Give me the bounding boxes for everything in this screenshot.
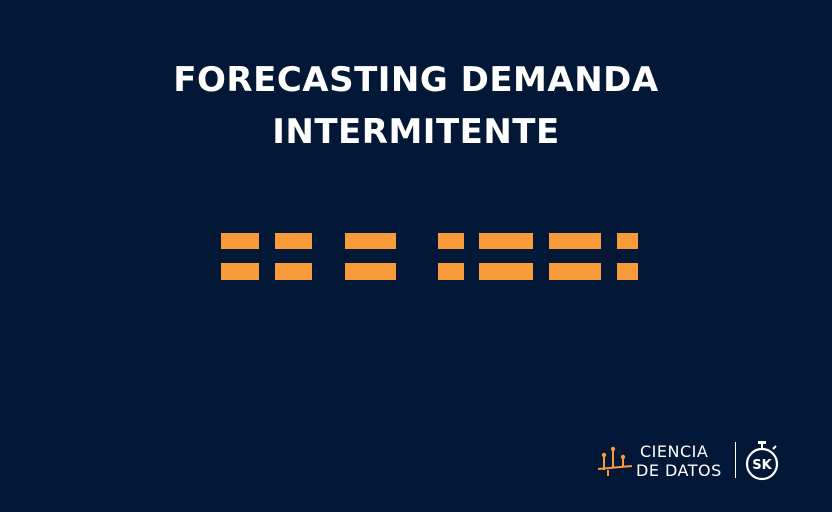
demand-block	[221, 263, 259, 280]
demand-block	[549, 263, 601, 280]
demand-block	[275, 263, 312, 280]
demand-block	[438, 263, 464, 280]
demand-block	[617, 233, 638, 249]
brand-name: CIENCIA DE DATOS	[636, 442, 722, 480]
demand-block	[617, 263, 638, 280]
chart-network-icon	[597, 446, 632, 476]
demand-block	[479, 263, 533, 280]
demand-block	[479, 233, 533, 249]
demand-block	[221, 233, 259, 249]
demand-block	[549, 233, 601, 249]
title-line-1: FORECASTING DEMANDA	[173, 60, 659, 100]
title-line-2: INTERMITENTE	[272, 112, 560, 152]
demand-block	[275, 233, 312, 249]
brand-line-1: CIENCIA	[640, 442, 709, 461]
demand-block	[438, 233, 464, 249]
demand-block	[345, 233, 396, 249]
sk-badge-text: SK	[752, 458, 772, 473]
page-title: FORECASTING DEMANDA INTERMITENTE	[0, 54, 832, 158]
brand-footer: CIENCIA DE DATOS SK	[596, 440, 786, 482]
stopwatch-icon: SK	[745, 441, 779, 481]
brand-line-2: DE DATOS	[636, 461, 722, 480]
brand-divider	[735, 442, 736, 478]
demand-block	[345, 263, 396, 280]
